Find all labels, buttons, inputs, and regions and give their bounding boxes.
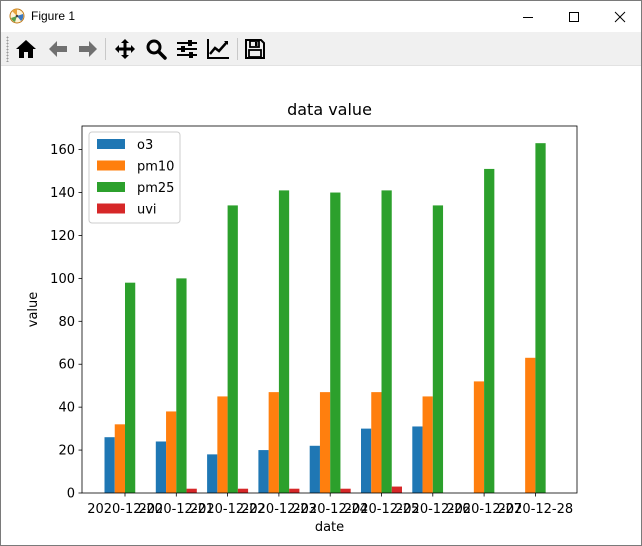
bar-o3 bbox=[309, 445, 320, 493]
legend-label-uvi: uvi bbox=[137, 203, 157, 218]
bar-o3 bbox=[155, 441, 167, 493]
maximize-button[interactable] bbox=[551, 1, 597, 32]
bar-uvi bbox=[340, 488, 351, 493]
legend-label-pm25: pm25 bbox=[137, 181, 174, 196]
y-tick-label: 120 bbox=[50, 229, 75, 244]
bar-uvi bbox=[289, 488, 300, 493]
arrow-right-icon bbox=[79, 41, 97, 57]
close-button[interactable] bbox=[597, 1, 641, 32]
minimize-button[interactable] bbox=[505, 1, 551, 32]
bar-pm25 bbox=[176, 278, 187, 493]
legend-swatch-o3 bbox=[97, 139, 125, 149]
y-tick-label: 60 bbox=[58, 358, 75, 373]
x-tick-label: 2020-12-27 bbox=[446, 502, 522, 517]
x-tick-label: 2020-12-25 bbox=[344, 502, 420, 517]
floppy-disk-icon bbox=[245, 39, 265, 59]
y-tick-label: 100 bbox=[50, 272, 75, 287]
y-axis-label: value bbox=[26, 292, 41, 328]
bar-pm25 bbox=[535, 143, 546, 493]
bar-pm25 bbox=[330, 192, 341, 493]
forward-button[interactable] bbox=[74, 35, 102, 63]
y-tick-label: 160 bbox=[50, 143, 75, 158]
bar-pm25 bbox=[484, 168, 495, 493]
arrow-left-icon bbox=[49, 41, 67, 57]
minimize-icon bbox=[523, 16, 533, 18]
bar-uvi bbox=[391, 486, 402, 493]
back-button[interactable] bbox=[44, 35, 72, 63]
bar-o3 bbox=[361, 428, 372, 493]
toolbar-separator bbox=[237, 38, 238, 60]
chart-title: data value bbox=[287, 100, 372, 119]
bar-o3 bbox=[207, 454, 218, 493]
bar-pm10 bbox=[371, 392, 382, 493]
legend-swatch-pm10 bbox=[97, 160, 125, 171]
home-button[interactable] bbox=[12, 35, 40, 63]
bar-pm25 bbox=[227, 205, 238, 493]
bar-pm10 bbox=[268, 392, 279, 493]
bar-o3 bbox=[412, 426, 423, 493]
bar-pm10 bbox=[114, 424, 125, 493]
window-title: Figure 1 bbox=[31, 9, 76, 23]
legend-box bbox=[88, 131, 181, 224]
bar-pm10 bbox=[422, 396, 433, 493]
axes-frame bbox=[81, 125, 578, 494]
edit-axis-button[interactable] bbox=[204, 35, 232, 63]
x-tick-label: 2020-12-26 bbox=[395, 502, 471, 517]
x-tick-label: 2020-12-22 bbox=[190, 502, 266, 517]
matplotlib-figure-icon bbox=[9, 8, 25, 24]
y-tick-label: 80 bbox=[58, 315, 75, 330]
bar-pm25 bbox=[278, 190, 290, 493]
sliders-icon bbox=[177, 40, 197, 58]
bar-chart: 0204060801001201401602020-12-202020-12-2… bbox=[26, 100, 578, 535]
x-tick-label: 2020-12-20 bbox=[87, 502, 163, 517]
title-bar: Figure 1 bbox=[1, 1, 641, 32]
maximize-icon bbox=[569, 11, 579, 22]
subplots-button[interactable] bbox=[173, 35, 201, 63]
bar-pm25 bbox=[125, 282, 136, 493]
save-button[interactable] bbox=[241, 35, 269, 63]
x-tick-label: 2020-12-28 bbox=[498, 502, 574, 517]
y-tick-label: 40 bbox=[58, 401, 75, 416]
bar-pm10 bbox=[217, 396, 228, 493]
zoom-button[interactable] bbox=[142, 35, 170, 63]
move-arrows-icon bbox=[115, 39, 135, 59]
home-icon bbox=[16, 40, 36, 58]
legend-label-o3: o3 bbox=[137, 138, 153, 153]
bar-o3 bbox=[258, 450, 269, 493]
y-tick-label: 20 bbox=[58, 444, 75, 459]
line-chart-icon bbox=[207, 39, 229, 59]
bar-o3 bbox=[104, 437, 115, 493]
magnifier-icon bbox=[146, 39, 167, 60]
x-axis-label: date bbox=[315, 520, 344, 535]
bar-pm25 bbox=[381, 190, 392, 493]
bar-pm10 bbox=[166, 411, 177, 493]
pan-button[interactable] bbox=[111, 35, 139, 63]
y-tick-label: 0 bbox=[67, 487, 75, 502]
toolbar-separator bbox=[105, 38, 106, 60]
bar-uvi bbox=[186, 488, 197, 493]
x-tick-label: 2020-12-24 bbox=[292, 502, 368, 517]
bar-pm25 bbox=[432, 205, 444, 493]
bar-pm10 bbox=[525, 357, 536, 493]
y-tick-label: 140 bbox=[50, 186, 75, 201]
close-icon bbox=[614, 11, 626, 22]
figure-canvas[interactable]: 0 20 40 60 80 100 120 140 160 2020-12-20 2020-12-2… bbox=[1, 66, 641, 545]
navigation-toolbar bbox=[1, 32, 641, 66]
legend-swatch-pm25 bbox=[97, 182, 125, 192]
toolbar-grip[interactable] bbox=[6, 36, 9, 62]
x-tick-label: 2020-12-23 bbox=[241, 502, 317, 517]
x-tick-label: 2020-12-21 bbox=[139, 502, 215, 517]
bar-pm10 bbox=[319, 392, 331, 493]
legend-swatch-uvi bbox=[97, 203, 125, 214]
bar-uvi bbox=[237, 488, 249, 493]
bar-pm10 bbox=[473, 381, 485, 493]
legend-label-pm10: pm10 bbox=[137, 160, 174, 175]
